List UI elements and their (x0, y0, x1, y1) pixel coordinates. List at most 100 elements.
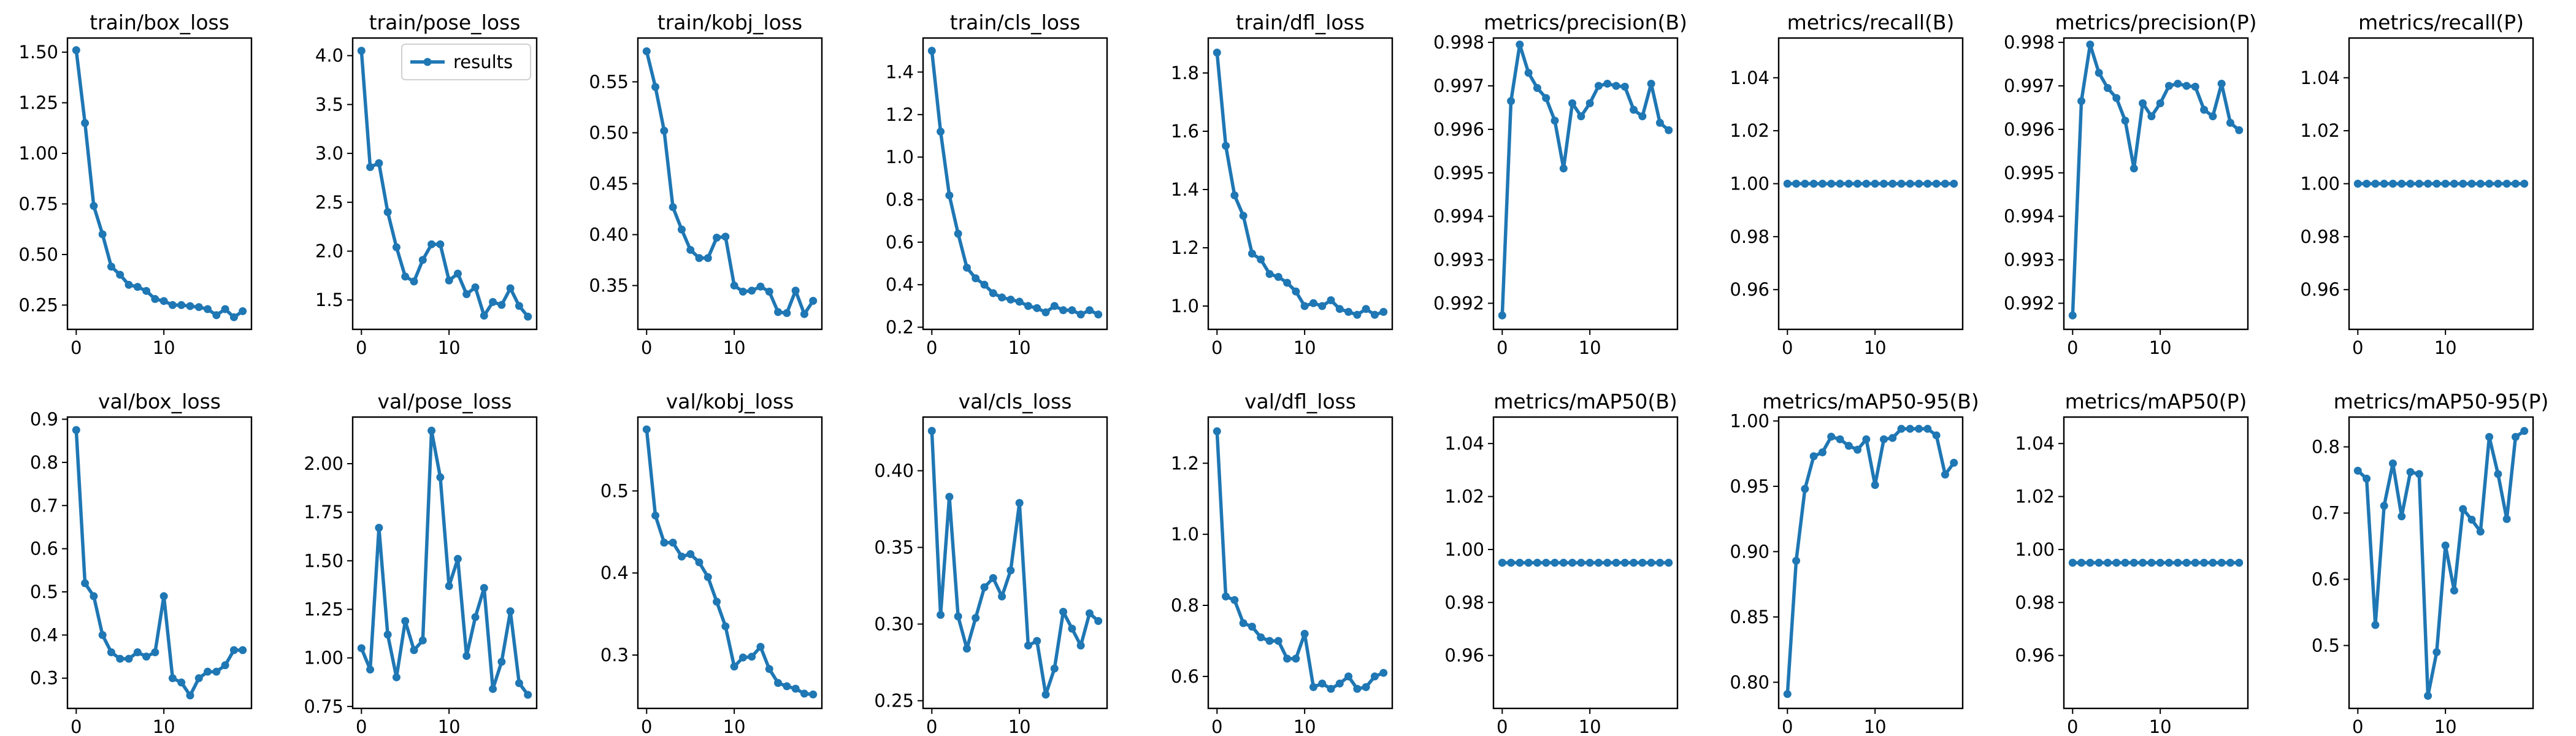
y-tick-label: 0.96 (1444, 645, 1484, 666)
data-point (1379, 308, 1388, 316)
data-point (972, 274, 980, 283)
data-point (1620, 559, 1629, 567)
data-point (1524, 559, 1533, 567)
x-tick-label: 10 (438, 337, 461, 358)
y-tick-label: 0.5 (2312, 635, 2340, 656)
data-point (1603, 79, 1612, 88)
data-point (1923, 180, 1932, 188)
data-point (1024, 642, 1032, 650)
subplot: train/box_loss 0.25 0.50 0.75 1.00 1.25 1.50 0 1… (18, 10, 253, 358)
data-point (2121, 559, 2129, 567)
data-point (1300, 302, 1309, 310)
data-point (2121, 117, 2129, 125)
x-tick-label: 0 (1497, 716, 1508, 736)
data-point (2398, 180, 2406, 188)
x-tick-label: 0 (1497, 337, 1508, 358)
legend-label: results (453, 52, 513, 72)
series-line (645, 427, 815, 696)
data-point (2103, 84, 2112, 93)
data-point (1222, 592, 1230, 601)
y-tick-label: 0.98 (2015, 592, 2055, 613)
y-tick-label: 1.04 (2015, 433, 2055, 454)
subplot-title: val/kobj_loss (666, 389, 794, 413)
data-point (2476, 527, 2485, 536)
y-tick-label: 0.996 (2004, 119, 2055, 140)
data-point (98, 230, 107, 239)
y-tick-label: 0.6 (2312, 569, 2340, 589)
y-tick-label: 0.994 (2004, 206, 2055, 227)
data-point (945, 191, 954, 200)
data-point (1222, 142, 1230, 150)
data-point (116, 270, 125, 279)
data-point (1818, 448, 1827, 457)
data-point (1897, 424, 1906, 433)
data-point (1050, 302, 1059, 310)
data-point (151, 648, 159, 657)
y-tick-label: 1.8 (1171, 63, 1199, 83)
data-point (383, 208, 392, 217)
data-point (980, 280, 989, 289)
data-point (1809, 180, 1818, 188)
data-point (1344, 672, 1353, 681)
data-point (2235, 126, 2244, 134)
data-point (800, 310, 808, 318)
y-tick-label: 1.00 (2015, 539, 2055, 560)
y-tick-label: 1.6 (1171, 121, 1199, 142)
series-line (2071, 42, 2241, 318)
data-point (410, 277, 418, 286)
data-point (1283, 278, 1292, 287)
data-point (366, 665, 375, 674)
data-point (2406, 468, 2415, 477)
subplot: val/pose_loss 0.75 1.00 1.25 1.50 1.75 2.00 0 10 (304, 389, 538, 736)
data-point (1932, 180, 1941, 188)
subplot: val/dfl_loss 0.6 0.8 1.0 1.2 0 10 (1171, 389, 1393, 736)
data-point (1630, 105, 1638, 114)
y-tick-label: 0.992 (1433, 293, 1484, 313)
data-point (1059, 306, 1068, 315)
plot-frame (2348, 416, 2534, 710)
data-point (1274, 637, 1282, 645)
y-tick-label: 0.992 (2004, 293, 2055, 313)
data-point (524, 312, 532, 321)
data-point (1792, 180, 1801, 188)
data-point (2217, 79, 2226, 88)
y-tick-label: 2.5 (315, 192, 343, 213)
y-tick-label: 1.00 (1444, 539, 1484, 560)
data-point (2191, 82, 2199, 91)
subplot-title: val/dfl_loss (1244, 389, 1356, 413)
y-tick-label: 0.85 (1730, 607, 1769, 627)
data-point (1836, 180, 1844, 188)
data-point (774, 308, 783, 316)
data-point (1033, 304, 1041, 312)
data-point (2353, 180, 2362, 188)
data-point (2380, 180, 2388, 188)
y-tick-label: 0.998 (2004, 32, 2055, 53)
data-point (1827, 432, 1836, 441)
data-point (204, 305, 212, 313)
data-point (2459, 180, 2467, 188)
data-point (1827, 180, 1836, 188)
subplot-title: train/box_loss (90, 10, 229, 34)
data-point (800, 689, 808, 698)
data-point (756, 643, 765, 651)
data-point (221, 305, 229, 313)
x-tick-label: 10 (2434, 337, 2457, 358)
data-point (686, 550, 695, 558)
series-line (2356, 429, 2526, 698)
data-point (1085, 306, 1094, 315)
data-point (168, 674, 177, 683)
data-point (809, 296, 818, 305)
y-tick-label: 1.5 (315, 289, 343, 310)
series-line (359, 429, 530, 697)
data-point (1353, 310, 1362, 319)
subplot-title: metrics/mAP50-95(B) (1762, 389, 1979, 413)
data-point (1068, 306, 1076, 315)
y-tick-label: 0.98 (2300, 226, 2340, 247)
data-point (72, 426, 80, 434)
data-point (1213, 48, 1221, 57)
data-point (239, 646, 247, 654)
data-point (2226, 118, 2234, 127)
data-point (1630, 559, 1638, 567)
data-point (703, 254, 712, 263)
